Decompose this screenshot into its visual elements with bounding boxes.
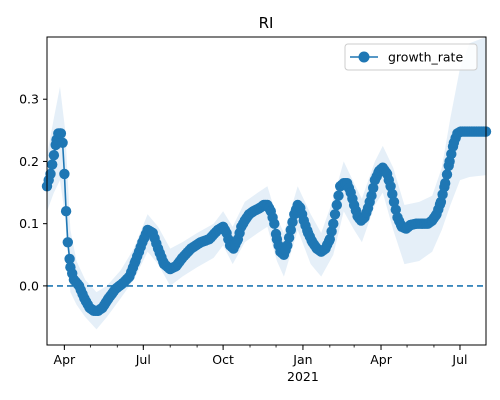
growth-rate-point — [55, 128, 67, 139]
growth-rate-point — [328, 218, 339, 229]
legend-label-growth-rate: growth_rate — [388, 50, 463, 65]
growth-rate-point — [283, 232, 295, 243]
y-tick-label: 0.0 — [19, 278, 39, 293]
growth-rate-point — [385, 181, 396, 192]
growth-rate-point — [329, 209, 341, 220]
y-tick-label: 0.2 — [19, 154, 39, 169]
y-tick-label: 0.3 — [19, 92, 39, 107]
growth-rate-point — [333, 190, 344, 201]
growth-rate-point — [441, 169, 453, 180]
growth-rate-point — [45, 168, 56, 180]
x-tick-label: Jan — [292, 352, 312, 367]
growth-rate-point — [57, 137, 68, 148]
growth-rate-point — [47, 159, 58, 170]
growth-rate-point — [269, 218, 280, 229]
growth-rate-series — [41, 126, 492, 316]
x-year-label: 2021 — [287, 369, 319, 384]
growth-rate-point — [62, 237, 73, 248]
growth-rate-point — [388, 196, 400, 208]
growth-rate-point — [48, 150, 60, 161]
growth-rate-point — [387, 188, 398, 200]
x-tick-label: Jul — [451, 352, 467, 367]
x-tick-label: Oct — [212, 352, 234, 367]
x-tick-label: Apr — [54, 352, 76, 367]
legend-box — [344, 43, 478, 71]
growth-rate-point — [64, 253, 75, 265]
growth-rate-point — [331, 199, 342, 211]
growth-rate-point — [366, 190, 377, 201]
growth-rate-point — [59, 168, 70, 180]
legend-marker-swatch — [358, 51, 370, 63]
growth-rate-point — [285, 224, 296, 236]
plot-frame — [46, 36, 487, 346]
growth-rate-point — [60, 206, 72, 217]
growth-rate-point — [368, 182, 379, 194]
growth-rate-point — [324, 234, 335, 245]
chart-title: RI — [259, 14, 274, 32]
axes: 0.0 0.1 0.2 0.3 Apr Jul Oct Jan Apr Jul 2021 — [19, 36, 487, 384]
x-tick-label: Apr — [370, 352, 392, 367]
y-tick-label: 0.1 — [19, 216, 39, 231]
growth-rate-point — [287, 216, 298, 228]
growth-rate-point — [440, 178, 451, 189]
legend: growth_rate — [344, 43, 478, 71]
x-tick-label: Jul — [135, 352, 151, 367]
